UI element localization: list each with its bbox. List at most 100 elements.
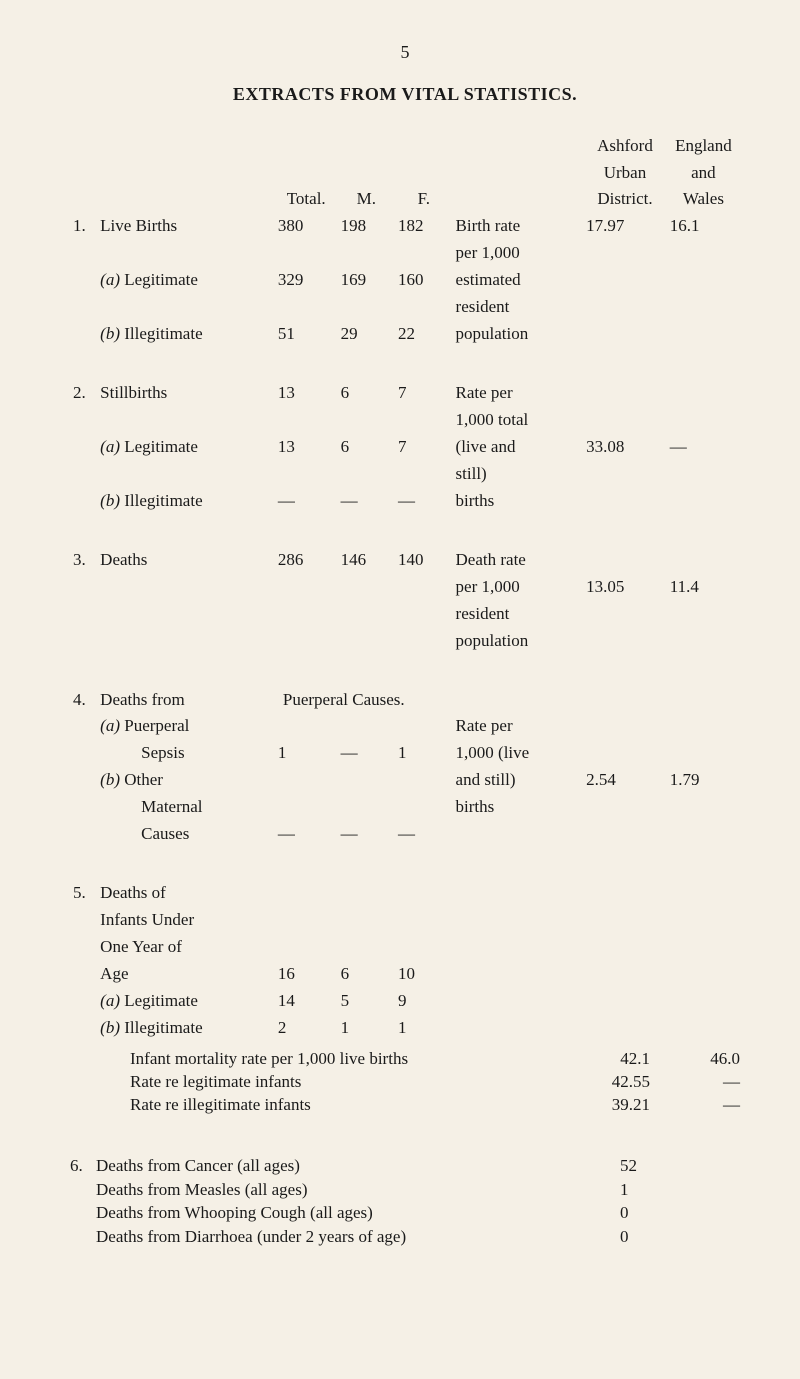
s6-r3-label: Deaths from Whooping Cough (all ages): [96, 1202, 620, 1225]
s2-a-m: 6: [338, 434, 395, 461]
s1-row-main: 1. Live Births 380 198 182 Birth rate 17…: [70, 213, 740, 240]
header-m: M.: [338, 186, 395, 213]
s1-a-m: 169: [338, 267, 395, 294]
s5-rate3-row: Rate re illegitimate infants 39.21 —: [130, 1094, 740, 1117]
s5-num: 5.: [70, 880, 97, 907]
header-row-3: Total. M. F. District. Wales: [70, 186, 740, 213]
s4-eng: 1.79: [667, 767, 740, 794]
s5-rate3-v2: —: [650, 1094, 740, 1117]
s2-total: 13: [275, 380, 338, 407]
s2-b-total: —: [275, 488, 338, 515]
s2-label: Stillbirths: [97, 380, 275, 407]
s1-total: 380: [275, 213, 338, 240]
s4-a-label2: Sepsis: [97, 740, 275, 767]
s2-a-desc1: (live and: [453, 434, 584, 461]
s4-a-m: —: [338, 740, 395, 767]
s5-b-total: 2: [275, 1015, 338, 1042]
s1-b-desc: population: [453, 321, 584, 348]
s5-rate1-v2: 46.0: [650, 1048, 740, 1071]
s4-row-b1: (b) Other and still) 2.54 1.79: [70, 767, 740, 794]
s5-row-b: (b) Illegitimate 2 1 1: [70, 1015, 740, 1042]
s2-desc1: Rate per: [453, 380, 584, 407]
s2-b-marker: (b): [100, 491, 120, 510]
s1-num: 1.: [70, 213, 97, 240]
s3-desc2: per 1,000: [453, 574, 584, 601]
s1-desc1: Birth rate: [453, 213, 584, 240]
s3-f: 140: [395, 547, 452, 574]
s4-row-main: 4. Deaths from Puerperal Causes.: [70, 687, 740, 714]
s4-a-f: 1: [395, 740, 452, 767]
s5-b-m: 1: [338, 1015, 395, 1042]
s3-total: 286: [275, 547, 338, 574]
s5-b-label: Illegitimate: [124, 1018, 202, 1037]
s1-a-label: Legitimate: [124, 270, 198, 289]
s1-row-a-desc2: resident: [70, 294, 740, 321]
s5-rate1-label: Infant mortality rate per 1,000 live bir…: [130, 1048, 550, 1071]
s1-a-marker: (a): [100, 270, 120, 289]
s2-a-label: Legitimate: [124, 437, 198, 456]
statistics-table: Ashford England Urban and Total. M. F. D…: [70, 133, 740, 1042]
s2-row-main: 2. Stillbirths 13 6 7 Rate per: [70, 380, 740, 407]
s4-b-label3: Causes: [97, 821, 275, 848]
s5-rate2-v1: 42.55: [550, 1071, 650, 1094]
s5-rate2-label: Rate re legitimate infants: [130, 1071, 550, 1094]
s4-b-m: —: [338, 821, 395, 848]
s2-a-total: 13: [275, 434, 338, 461]
s2-f: 7: [395, 380, 452, 407]
s2-row-desc2: 1,000 total: [70, 407, 740, 434]
s4-desc4: births: [453, 794, 584, 821]
s6-r3-val: 0: [620, 1202, 740, 1225]
header-row-2: Urban and: [70, 160, 740, 187]
s2-b-desc: births: [453, 488, 584, 515]
s4-desc1: Rate per: [453, 713, 584, 740]
s1-a-total: 329: [275, 267, 338, 294]
s6-row-4: Deaths from Diarrhoea (under 2 years of …: [70, 1226, 740, 1249]
s2-row-a: (a) Legitimate 13 6 7 (live and 33.08 —: [70, 434, 740, 461]
s5-b-f: 1: [395, 1015, 452, 1042]
s3-ash: 13.05: [583, 574, 667, 601]
s2-num: 2.: [70, 380, 97, 407]
s1-row-a: (a) Legitimate 329 169 160 estimated: [70, 267, 740, 294]
s4-a-marker: (a): [100, 716, 120, 735]
s6-row-1: 6. Deaths from Cancer (all ages) 52: [70, 1155, 740, 1178]
s6-num: 6.: [70, 1155, 96, 1178]
s2-row-a-desc2: still): [70, 461, 740, 488]
s5-rates: Infant mortality rate per 1,000 live bir…: [130, 1048, 740, 1117]
s1-a-desc2: resident: [453, 294, 584, 321]
s5-rate1-row: Infant mortality rate per 1,000 live bir…: [130, 1048, 740, 1071]
s3-row-desc3: resident: [70, 601, 740, 628]
s4-b-marker: (b): [100, 770, 120, 789]
s1-b-m: 29: [338, 321, 395, 348]
s5-label1: Deaths of: [97, 880, 275, 907]
header-england-2: and: [667, 160, 740, 187]
header-england-1: England: [667, 133, 740, 160]
s6-r1-label: Deaths from Cancer (all ages): [96, 1155, 620, 1178]
s6-row-3: Deaths from Whooping Cough (all ages) 0: [70, 1202, 740, 1225]
s5-row-a: (a) Legitimate 14 5 9: [70, 988, 740, 1015]
s5-row-2: Infants Under: [70, 907, 740, 934]
s6-row-2: Deaths from Measles (all ages) 1: [70, 1179, 740, 1202]
s1-row-desc2: per 1,000: [70, 240, 740, 267]
s5-f: 10: [395, 961, 452, 988]
s3-num: 3.: [70, 547, 97, 574]
s4-b-total: —: [275, 821, 338, 848]
s4-row-b3: Causes — — —: [70, 821, 740, 848]
s1-eng: 16.1: [667, 213, 740, 240]
s2-desc2: 1,000 total: [453, 407, 584, 434]
s1-b-label: Illegitimate: [124, 324, 202, 343]
s4-a-total: 1: [275, 740, 338, 767]
section6: 6. Deaths from Cancer (all ages) 52 Deat…: [70, 1155, 740, 1250]
s6-r4-val: 0: [620, 1226, 740, 1249]
header-row-1: Ashford England: [70, 133, 740, 160]
s3-row-desc4: population: [70, 628, 740, 655]
s4-a-label1: Puerperal: [124, 716, 189, 735]
s1-a-desc1: estimated: [453, 267, 584, 294]
s4-row-a2: Sepsis 1 — 1 1,000 (live: [70, 740, 740, 767]
s5-rate3-v1: 39.21: [550, 1094, 650, 1117]
page-number: 5: [70, 40, 740, 64]
header-ashford-2: Urban: [583, 160, 667, 187]
s1-desc2: per 1,000: [453, 240, 584, 267]
s4-num: 4.: [70, 687, 97, 714]
s2-b-f: —: [395, 488, 452, 515]
s2-b-m: —: [338, 488, 395, 515]
